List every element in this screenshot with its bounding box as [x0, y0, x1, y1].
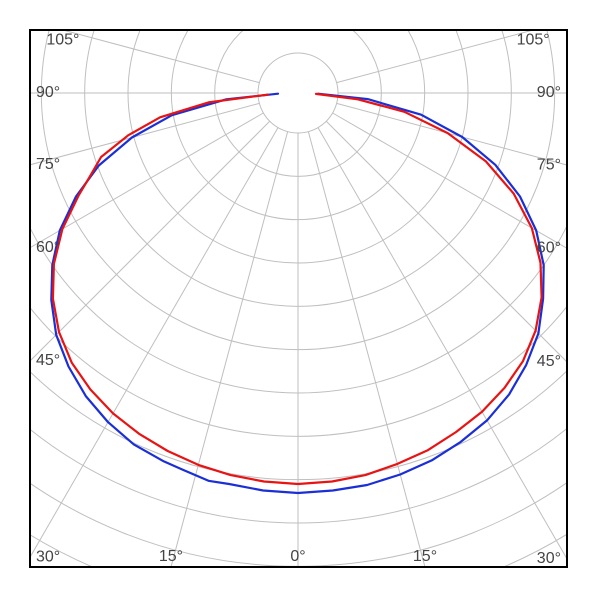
angle-label: 60°: [537, 240, 561, 257]
angle-label: 75°: [537, 156, 561, 173]
angle-label: 0°: [290, 548, 305, 565]
angle-label: 30°: [537, 550, 561, 567]
polar-chart: 105° 90° 75° 60° 45° 30° 15° 0° 15° 30° 45° 60° 75° 9…: [0, 0, 600, 600]
angle-label: 15°: [413, 548, 437, 565]
polar-chart-svg: 105° 90° 75° 60° 45° 30° 15° 0° 15° 30° 45° 60° 75° 9…: [0, 0, 600, 600]
angle-label: 45°: [537, 353, 561, 370]
angle-label: 75°: [36, 156, 60, 173]
angle-label: 30°: [36, 548, 60, 565]
angle-label: 105°: [46, 31, 79, 48]
angle-label: 90°: [36, 84, 60, 101]
angle-label: 90°: [537, 84, 561, 101]
angle-label: 45°: [36, 352, 60, 369]
angle-label: 15°: [159, 548, 183, 565]
angle-label: 105°: [517, 31, 550, 48]
angle-label: 60°: [36, 239, 60, 256]
